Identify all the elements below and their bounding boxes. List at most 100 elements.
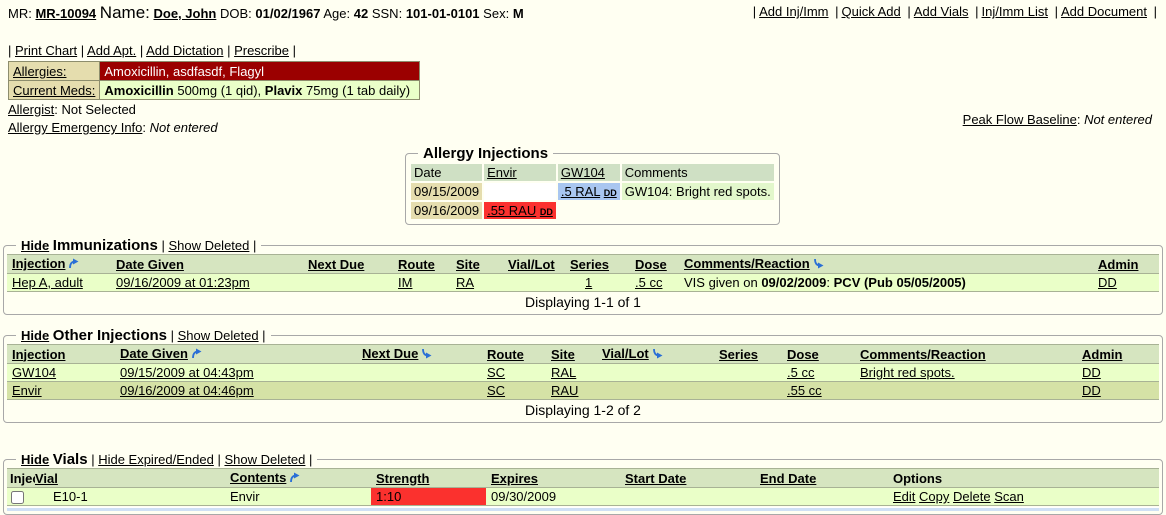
sort-start-date[interactable]: Start Date [625,470,687,486]
route-link[interactable]: SC [487,383,506,398]
sort-series[interactable]: Series [719,346,759,362]
inj-imm-list-link[interactable]: Inj/Imm List [981,4,1048,19]
sort-dose[interactable]: Dose [787,346,819,362]
sort-strength[interactable]: Strength [376,470,430,486]
sort-vial-lot[interactable]: Vial/Lot [602,346,649,361]
sort-date-given[interactable]: Date Given [116,256,184,272]
peak-flow-line: Peak Flow Baseline: Not entered [962,112,1152,127]
dose-link[interactable]: .5 cc [635,275,663,290]
current-meds-row: Current Meds: Amoxicillin 500mg (1 qid),… [7,80,421,100]
injection-link[interactable]: Envir [12,383,42,398]
col-options: Options [888,468,1159,488]
admin-link[interactable]: DD [1082,383,1101,398]
show-deleted-other-injections-link[interactable]: Show Deleted [177,328,259,343]
sort-injection[interactable]: Injection [12,256,66,271]
allergies-label-link[interactable]: Allergies: [13,63,67,79]
sort-admin[interactable]: Admin [1098,256,1139,272]
envir-dd-link[interactable]: DD [539,207,553,217]
route-link[interactable]: IM [398,275,413,290]
sort-next-due[interactable]: Next Due [308,256,365,272]
add-dictation-link[interactable]: Add Dictation [146,43,224,58]
date-given-link[interactable]: 09/16/2009 at 01:23pm [116,275,250,290]
sort-expires[interactable]: Expires [491,470,538,486]
allergies-value: Amoxicillin, asdfasdf, Flagyl [99,61,421,81]
col-gw104-link[interactable]: GW104 [560,165,605,180]
col-date: Date [411,164,483,181]
admin-link[interactable]: DD [1082,365,1101,380]
vial-end-date [755,488,888,506]
sort-end-date[interactable]: End Date [760,470,817,486]
current-meds-label-link[interactable]: Current Meds: [13,82,96,98]
show-deleted-immunizations-link[interactable]: Show Deleted [168,238,250,253]
site-link[interactable]: RA [456,275,475,290]
next-due-value [357,364,482,382]
peak-flow-baseline-link[interactable]: Peak Flow Baseline [962,112,1077,127]
route-link[interactable]: SC [487,365,506,380]
injection-link[interactable]: GW104 [12,365,57,380]
sort-dose[interactable]: Dose [635,256,667,272]
top-action-links: | Add Inj/Imm | Quick Add | Add Vials | Inj/… [752,4,1157,19]
dose-link[interactable]: .55 cc [787,383,822,398]
dose-link[interactable]: .5 cc [787,365,815,380]
allergy-injections-title: Allergy Injections [423,145,549,162]
sort-route[interactable]: Route [398,256,435,272]
comments-value: VIS given on 09/02/2009: PCV (Pub 05/05/… [684,275,966,290]
copy-vial-link[interactable]: Copy [919,489,950,504]
date-given-link[interactable]: 09/16/2009 at 04:46pm [120,383,254,398]
sort-series[interactable]: Series [570,256,610,272]
add-document-link[interactable]: Add Document [1060,4,1147,19]
add-apt-link[interactable]: Add Apt. [87,43,137,58]
sort-admin[interactable]: Admin [1082,346,1123,362]
show-deleted-vials-link[interactable]: Show Deleted [224,452,306,467]
sort-site[interactable]: Site [456,256,480,272]
gw104-dd-link[interactable]: DD [603,188,617,198]
col-envir-link[interactable]: Envir [487,165,517,180]
sort-next-due[interactable]: Next Due [362,346,419,361]
other-injections-header-row: Injection Date Given Next Due Route Site… [7,344,1159,364]
sort-comments[interactable]: Comments/Reaction [860,346,986,362]
sort-date-given[interactable]: Date Given [120,346,188,361]
quick-add-link[interactable]: Quick Add [841,4,901,19]
sort-vial-lot[interactable]: Vial/Lot [508,256,555,272]
prescribe-link[interactable]: Prescribe [234,43,289,58]
hide-immunizations-link[interactable]: Hide [21,238,50,253]
delete-vial-link[interactable]: Delete [953,489,991,504]
add-inj-imm-link[interactable]: Add Inj/Imm [759,4,829,19]
vials-title: Vials [52,451,88,468]
gw104-dose-link[interactable]: .5 RAL [560,184,601,199]
injection-link[interactable]: Hep A, adult [12,275,83,290]
print-chart-link[interactable]: Print Chart [15,43,78,58]
hide-other-injections-link[interactable]: Hide [21,328,50,343]
comment-link[interactable]: Bright red spots. [860,365,955,380]
sort-injection[interactable]: Injection [12,346,66,362]
sort-route[interactable]: Route [487,346,524,362]
envir-dose-cell [484,183,556,200]
mr-number-link[interactable]: MR-10094 [35,6,97,21]
sort-comments[interactable]: Comments/Reaction [684,256,810,271]
hide-vials-link[interactable]: Hide [21,452,50,467]
injection-comment [622,202,774,219]
inject-checkbox[interactable] [11,491,24,505]
date-given-link[interactable]: 09/15/2009 at 04:43pm [120,365,254,380]
hide-expired-ended-link[interactable]: Hide Expired/Ended [98,452,214,467]
sort-contents[interactable]: Contents [230,470,287,485]
envir-dose-link[interactable]: .55 RAU [487,203,537,218]
chart-action-links: | Print Chart | Add Apt. | Add Dictation… [8,43,296,58]
patient-name-link[interactable]: Doe, John [153,6,217,21]
add-vials-link[interactable]: Add Vials [913,4,969,19]
vial-row: E10-1 Envir 1:10 09/30/2009 Edit Copy De… [7,487,1159,506]
allergy-emergency-info-link[interactable]: Allergy Emergency Info [8,120,143,135]
site-link[interactable]: RAU [551,383,579,398]
scan-vial-link[interactable]: Scan [994,489,1024,504]
series-link[interactable]: 1 [585,275,593,290]
vial-strength: 1:10 [371,487,486,506]
allergist-value: Not Selected [61,102,136,117]
site-link[interactable]: RAL [551,365,577,380]
allergist-link[interactable]: Allergist [8,102,55,117]
sort-asc-icon [68,257,79,272]
other-injection-row: GW104 09/15/2009 at 04:43pm SC RAL .5 cc… [7,363,1159,382]
sort-site[interactable]: Site [551,346,575,362]
admin-link[interactable]: DD [1098,275,1117,290]
sort-vial[interactable]: Vial [35,470,58,486]
edit-vial-link[interactable]: Edit [893,489,916,504]
